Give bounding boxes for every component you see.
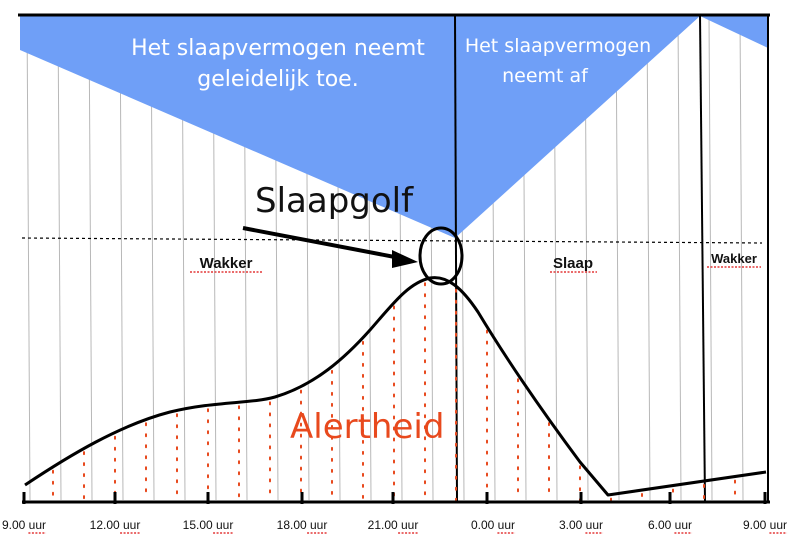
slaapgolf-arrow-shaft (242, 226, 401, 260)
grid-line (677, 14, 682, 501)
time-axis-ticks (22, 492, 767, 504)
sleep-threshold-line (21, 237, 763, 244)
midnight-divider (454, 14, 458, 503)
wake-divider (699, 14, 706, 503)
label-slaap: Slaap (553, 255, 593, 272)
alertness-curve (24, 276, 767, 497)
label-wakker-right: Wakker (711, 251, 757, 266)
sleep-pressure-falling-area (455, 16, 768, 238)
label-alertheid: Alertheid (290, 407, 444, 447)
tick-label: 18.00 uur (277, 518, 328, 532)
tick-label: 9.00 uur (2, 518, 46, 532)
banner-right-line2: neemt af (502, 65, 589, 87)
time-axis-labels: 9.00 uur 12.00 uur 15.00 uur 18.00 uur 2… (2, 518, 787, 532)
slaapgolf-arrowhead (392, 250, 418, 268)
sleep-pressure-rising-area (20, 16, 455, 238)
banner-left-line1: Het slaapvermogen neemt (131, 36, 425, 61)
tick-label: 3.00 uur (559, 518, 603, 532)
slaapgolf-circle (418, 226, 464, 286)
tick-label: 21.00 uur (368, 518, 419, 532)
grid-line (119, 14, 124, 501)
tick-label: 12.00 uur (90, 518, 141, 532)
grid-line (615, 14, 620, 501)
banner-right-line1: Het slaapvermogen (465, 35, 651, 57)
banner-left-line2: geleidelijk toe. (197, 67, 358, 92)
label-wakker-left: Wakker (200, 255, 253, 272)
grid-line (708, 14, 713, 501)
alertness-dotted-lines (52, 282, 736, 501)
tick-label: 15.00 uur (183, 518, 234, 532)
label-slaapgolf: Slaapgolf (255, 181, 414, 221)
grid-line (57, 14, 62, 501)
tick-label: 0.00 uur (471, 518, 515, 532)
tick-label: 9.00 uur (743, 518, 787, 532)
grid-line (88, 14, 93, 501)
tick-label: 6.00 uur (648, 518, 692, 532)
grid-line (26, 14, 31, 501)
grid-line (646, 14, 651, 501)
grid-line (739, 14, 744, 501)
